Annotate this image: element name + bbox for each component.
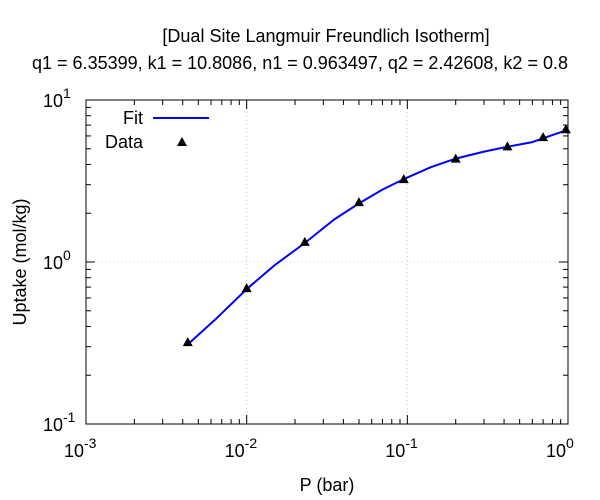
- x-tick-label: 10 -1: [385, 435, 418, 461]
- x-axis-label: P (bar): [300, 475, 355, 495]
- y-tick-label: 10 1: [43, 85, 71, 111]
- x-tick-label: 10 -2: [225, 435, 258, 461]
- x-tick-label: 10 -3: [64, 435, 97, 461]
- x-tick-exponent: -3: [84, 435, 97, 451]
- x-tick-base: 10: [385, 441, 405, 461]
- chart-subtitle: q1 = 6.35399, k1 = 10.8086, n1 = 0.96349…: [32, 53, 568, 73]
- y-axis-label: Uptake (mol/kg): [10, 198, 30, 325]
- y-tick-base: 10: [43, 415, 63, 435]
- y-tick-exponent: 0: [63, 247, 71, 263]
- fit-line: [187, 128, 569, 346]
- legend-label-fit: Fit: [123, 108, 143, 128]
- x-tick-exponent: 0: [566, 435, 574, 451]
- y-tick-exponent: 1: [63, 85, 71, 101]
- x-tick-base: 10: [225, 441, 245, 461]
- x-tick-base: 10: [64, 441, 84, 461]
- grid-lines: [86, 100, 568, 424]
- x-tick-exponent: -1: [405, 435, 418, 451]
- legend-label-data: Data: [105, 132, 144, 152]
- data-point: [299, 236, 310, 246]
- data-point: [502, 141, 513, 151]
- x-tick-exponent: -2: [245, 435, 258, 451]
- y-tick-base: 10: [43, 253, 63, 273]
- data-point: [560, 124, 571, 134]
- axis-ticks: [85, 99, 569, 425]
- y-tick-exponent: -1: [63, 409, 76, 425]
- chart-title: [Dual Site Langmuir Freundlich Isotherm]: [162, 26, 489, 46]
- legend-swatch-data: [177, 137, 187, 146]
- data-point: [450, 153, 461, 163]
- x-tick-labels: 10 -3 10 -2 10 -1 10 0: [64, 435, 574, 461]
- data-point: [398, 174, 409, 184]
- data-point: [353, 197, 364, 207]
- x-tick-label: 10 0: [546, 435, 574, 461]
- y-tick-label: 10 0: [43, 247, 71, 273]
- series-layer: [182, 124, 571, 347]
- data-point: [538, 132, 549, 142]
- y-tick-label: 10 -1: [43, 409, 76, 435]
- x-tick-base: 10: [546, 441, 566, 461]
- legend: Fit Data: [105, 108, 209, 152]
- data-point: [182, 337, 193, 347]
- data-point: [241, 283, 252, 293]
- y-tick-base: 10: [43, 91, 63, 111]
